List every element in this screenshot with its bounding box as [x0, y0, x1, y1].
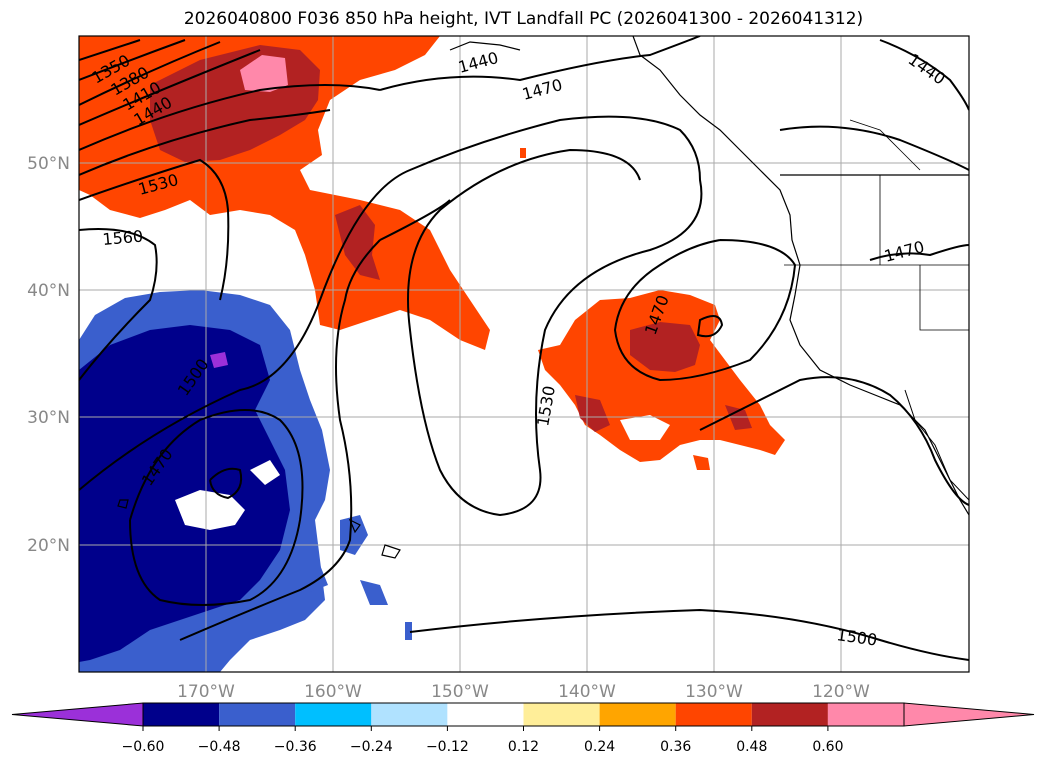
- ivt-negative-peak: [210, 352, 228, 368]
- contour-1470-west: [129, 409, 304, 606]
- contour-1500-a: [79, 109, 331, 176]
- colorbar-segment: [295, 703, 372, 726]
- colorbar-tick-label: 0.60: [812, 739, 843, 755]
- figure-title: 2026040800 F036 850 hPa height, IVT Land…: [183, 9, 864, 29]
- colorbar-segment: [751, 703, 828, 726]
- contour-1500-south: [409, 608, 969, 661]
- contour-1470-ne: [779, 125, 969, 171]
- colorbar-tick-label: −0.24: [350, 739, 393, 755]
- contour-1560: [79, 228, 158, 381]
- colorbar-segment: [219, 703, 296, 726]
- contour-1440-ne: [879, 39, 969, 111]
- colorbar-segment: [675, 703, 752, 726]
- ivt-negative-hole-2: [250, 460, 280, 485]
- ivt-hole-east: [620, 415, 670, 440]
- lon-label: 140°W: [558, 682, 616, 702]
- contour-1350: [79, 39, 141, 61]
- colorbar-tick-label: 0.12: [508, 739, 539, 755]
- colorbar-segment: [523, 703, 600, 726]
- plot-frame: [78, 35, 970, 673]
- ivt-small-patch-2: [520, 148, 526, 158]
- lat-label: 20°N: [27, 536, 70, 556]
- contour-1500-big: [79, 115, 703, 517]
- colorbar-tick-label: −0.60: [122, 739, 165, 755]
- contour-1530-a: [79, 158, 230, 301]
- contour-label: 1560: [102, 227, 144, 249]
- colorbar-tick-label: −0.12: [426, 739, 469, 755]
- colorbar-segment: [143, 703, 220, 726]
- contour-1470-a: [79, 84, 381, 151]
- contour-1410: [79, 41, 221, 106]
- lat-label: 40°N: [27, 281, 70, 301]
- lon-label: 120°W: [812, 682, 870, 702]
- lat-label: 50°N: [27, 154, 70, 174]
- lon-labels: 170°W 160°W 150°W 140°W 130°W 120°W: [177, 682, 870, 702]
- colorbar-extend-low: [11, 702, 144, 727]
- contour-1440: [79, 49, 261, 126]
- ivt-negative-patch-3: [360, 580, 388, 605]
- contour-1470-se: [869, 244, 969, 261]
- lat-labels: 50°N 40°N 30°N 20°N: [27, 154, 70, 556]
- ivt-shading: [79, 36, 785, 672]
- ivt-strong-east-2: [575, 395, 610, 432]
- ivt-negative-hole-1: [175, 490, 245, 530]
- lon-label: 160°W: [304, 682, 362, 702]
- contour-1500-lower: [179, 199, 451, 641]
- colorbar-tick-label: −0.48: [198, 739, 241, 755]
- ivt-peak-north: [240, 55, 288, 92]
- ivt-negative-strong-west: [79, 325, 290, 662]
- contour-1380: [79, 39, 186, 81]
- ivt-strong-east: [630, 322, 700, 372]
- contour-1530-east: [613, 239, 797, 382]
- height-contours: [79, 36, 969, 661]
- contour-1470-big: [379, 36, 701, 91]
- colorbar-extend-high: [903, 702, 1035, 727]
- contour-1470-east: [696, 315, 724, 338]
- colorbar-segment: [447, 703, 524, 726]
- contour-1500-se: [699, 376, 969, 506]
- colorbar-segment: [599, 703, 676, 726]
- colorbar: −0.60 −0.48 −0.36 −0.24 −0.12 0.12 0.24 0.36 0.4…: [11, 702, 1035, 755]
- contour-1440-west: [209, 467, 243, 500]
- ivt-small-patch: [693, 455, 710, 470]
- ivt-negative-patch-4: [405, 622, 412, 640]
- colorbar-tick-label: 0.36: [660, 739, 691, 755]
- lon-label: 130°W: [685, 682, 743, 702]
- lon-label: 150°W: [431, 682, 489, 702]
- colorbar-segment: [827, 703, 904, 726]
- colorbar-segment: [371, 703, 448, 726]
- lat-label: 30°N: [27, 408, 70, 428]
- colorbar-tick-label: 0.24: [584, 739, 615, 755]
- lon-label: 170°W: [177, 682, 235, 702]
- ivt-strong-north-2: [335, 205, 380, 280]
- colorbar-tick-label: −0.36: [274, 739, 317, 755]
- colorbar-tick-label: 0.48: [736, 739, 767, 755]
